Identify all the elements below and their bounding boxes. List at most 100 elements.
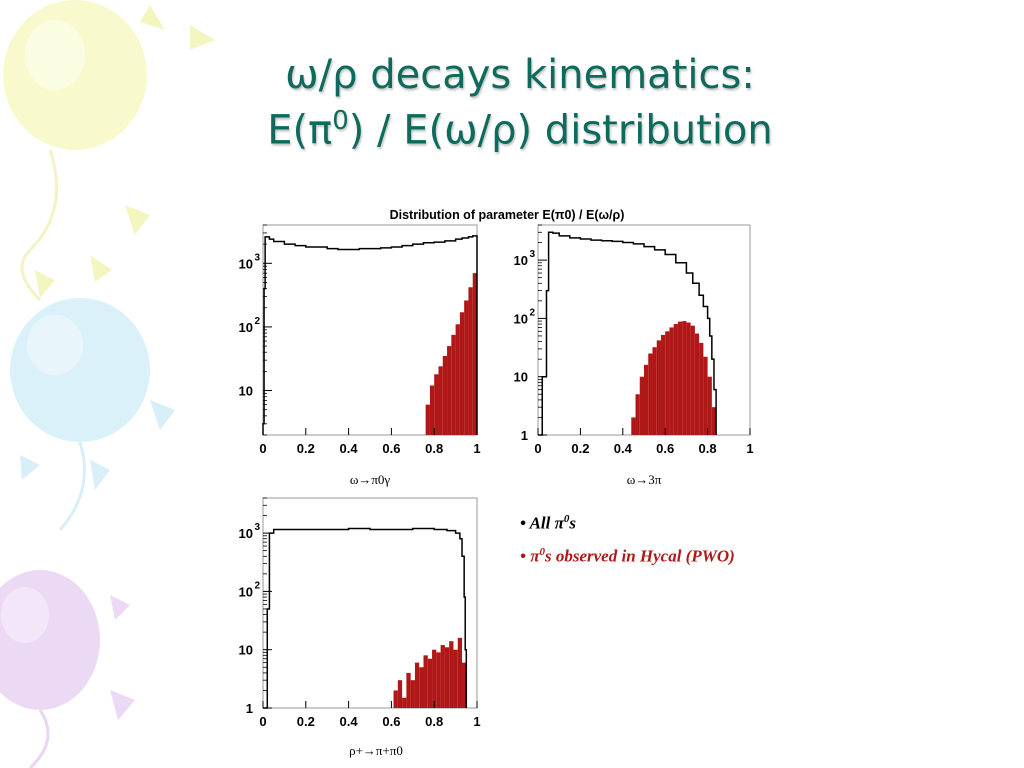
hist-bar (459, 312, 465, 435)
x-tick-label: 0.2 (297, 441, 315, 456)
y-tick-exponent: 3 (254, 252, 260, 263)
hist-bar (648, 353, 653, 435)
hist-bar (694, 333, 700, 435)
hist-bar (462, 662, 467, 708)
title-line-2-pre: E(π (267, 107, 333, 154)
hist-bar (410, 680, 415, 708)
hist-bar (449, 641, 454, 708)
x-axis-label: ω→3π (627, 472, 662, 487)
title-line-2-post: ) / E(ω/ρ) distribution (348, 107, 773, 154)
x-tick-label: 0.6 (382, 441, 400, 456)
hist-bar (631, 417, 636, 435)
hist-bar (429, 385, 435, 435)
balloon-purple (0, 570, 135, 768)
x-tick-label: 0 (534, 441, 541, 456)
hist-step-line (262, 235, 478, 435)
legend-item-observed: • π0s observed in Hycal (PWO) (520, 538, 735, 571)
hist-bar (652, 347, 657, 435)
y-tick-exponent: 2 (254, 580, 260, 591)
hist-bar (707, 376, 712, 435)
x-axis-label: ω→π0γ (350, 472, 391, 487)
hist-bar (703, 356, 708, 435)
y-tick-label: 10 (239, 643, 253, 658)
hist-bar (635, 394, 640, 435)
hist-bar (673, 324, 678, 435)
x-tick-label: 0.4 (614, 441, 633, 456)
hist-bar (669, 327, 674, 435)
hist-bar (457, 637, 463, 708)
hist-bar (665, 331, 670, 435)
hist-step-line (263, 527, 468, 709)
x-tick-label: 0.8 (425, 441, 443, 456)
y-tick-label: 10 (514, 311, 528, 326)
hist-bar (639, 376, 644, 435)
x-tick-label: 0 (259, 714, 266, 729)
legend-item-all: • All π0s (520, 505, 735, 538)
legend-bullet: • (520, 513, 526, 533)
y-tick-label: 10 (239, 384, 253, 399)
y-tick-exponent: 2 (529, 307, 535, 318)
hist-bar (442, 355, 448, 435)
hist-bar (397, 680, 403, 708)
hist-bar (660, 334, 666, 435)
figure-title: Distribution of parameter E(π0) / E(ω/ρ) (390, 208, 625, 222)
hist-bar (453, 649, 458, 708)
hist-bar (414, 662, 420, 708)
x-tick-label: 0.2 (297, 714, 315, 729)
legend-label-sup: 0 (563, 513, 570, 525)
balloon-yellow (3, 0, 215, 302)
y-tick-label: 10 (514, 370, 528, 385)
legend-label-pre: All π (529, 513, 564, 533)
y-tick-label: 1 (246, 701, 253, 716)
legend-label-pre: π (530, 546, 540, 566)
y-tick-label: 10 (239, 320, 253, 335)
hist-bar (682, 321, 687, 435)
hist-bar (464, 300, 469, 435)
legend: • All π0s • π0s observed in Hycal (PWO) (520, 505, 735, 570)
hist-bar (406, 672, 411, 708)
y-tick-label: 10 (239, 256, 253, 271)
hist-bar (440, 645, 445, 708)
hist-bar (393, 690, 398, 708)
hist-bar (425, 404, 430, 435)
x-tick-label: 1 (746, 441, 753, 456)
x-tick-label: 0 (259, 441, 266, 456)
x-tick-label: 1 (473, 714, 480, 729)
hist-bar (711, 407, 717, 435)
hist-bar (434, 374, 439, 435)
hist-bar (423, 655, 428, 708)
balloon-blue (10, 298, 175, 531)
hist-bar (419, 667, 424, 708)
hist-bar (432, 649, 437, 708)
x-tick-label: 0.4 (340, 441, 359, 456)
hist-bar (644, 364, 649, 435)
x-tick-label: 0.6 (656, 441, 674, 456)
title-line-2-sup: 0 (332, 106, 349, 136)
hist-bar (699, 342, 704, 435)
slide-title-line-1: ω/ρ decays kinematics: (285, 52, 755, 98)
y-tick-label: 10 (514, 253, 528, 268)
hist-bar (686, 322, 691, 435)
x-tick-label: 0.8 (425, 714, 443, 729)
x-tick-label: 1 (473, 441, 480, 456)
y-tick-exponent: 3 (254, 522, 260, 533)
hist-bar (455, 324, 460, 435)
x-tick-label: 0.6 (382, 714, 400, 729)
legend-label-sup: 0 (539, 545, 545, 558)
x-tick-label: 0.4 (340, 714, 359, 729)
slide-title: ω/ρ decays kinematics: E(π0) / E(ω/ρ) di… (150, 52, 890, 153)
legend-bullet: • (520, 546, 526, 566)
hist-bar (656, 340, 661, 435)
hist-bar (468, 287, 473, 435)
hist-bar (677, 321, 683, 435)
hist-bar (436, 652, 441, 708)
y-tick-exponent: 3 (529, 249, 535, 260)
y-tick-label: 10 (239, 526, 253, 541)
y-tick-label: 1 (521, 428, 528, 443)
slide-title-line-2: E(π0) / E(ω/ρ) distribution (150, 98, 890, 153)
